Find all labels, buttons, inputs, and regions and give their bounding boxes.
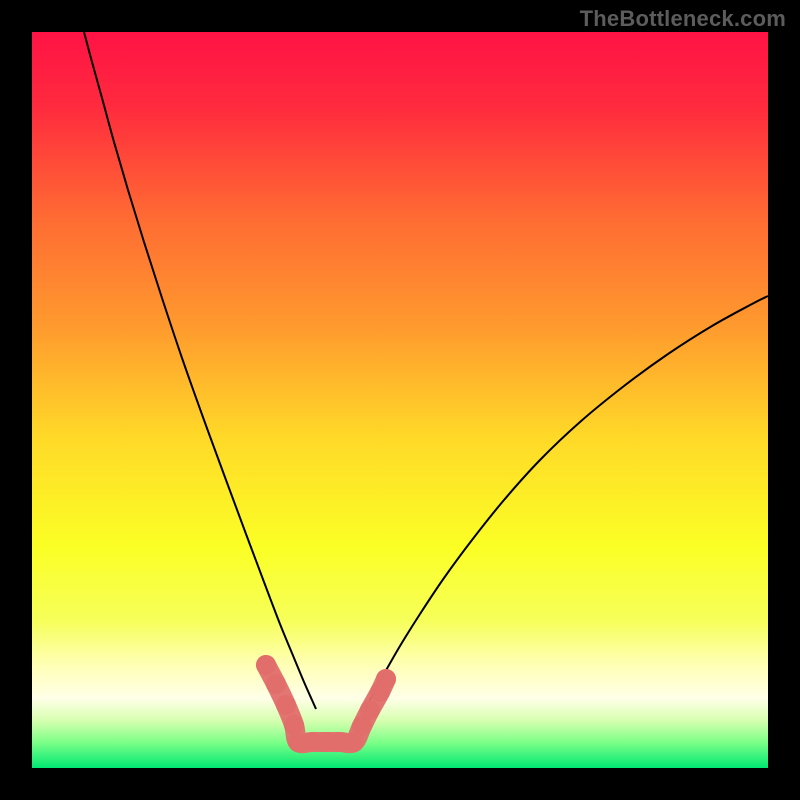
marker-dot bbox=[284, 715, 304, 735]
curve-right bbox=[364, 296, 768, 712]
chart-frame: TheBottleneck.com bbox=[0, 0, 800, 800]
plot-area bbox=[32, 32, 768, 768]
marker-dot bbox=[376, 669, 396, 689]
marker-dot bbox=[360, 700, 380, 720]
marker-dot bbox=[266, 674, 286, 694]
marker-dot bbox=[256, 655, 276, 675]
marker-dot bbox=[276, 695, 296, 715]
curves-layer bbox=[32, 32, 768, 768]
marker-band bbox=[256, 655, 396, 752]
watermark-text: TheBottleneck.com bbox=[580, 6, 786, 32]
curve-left bbox=[84, 32, 316, 709]
